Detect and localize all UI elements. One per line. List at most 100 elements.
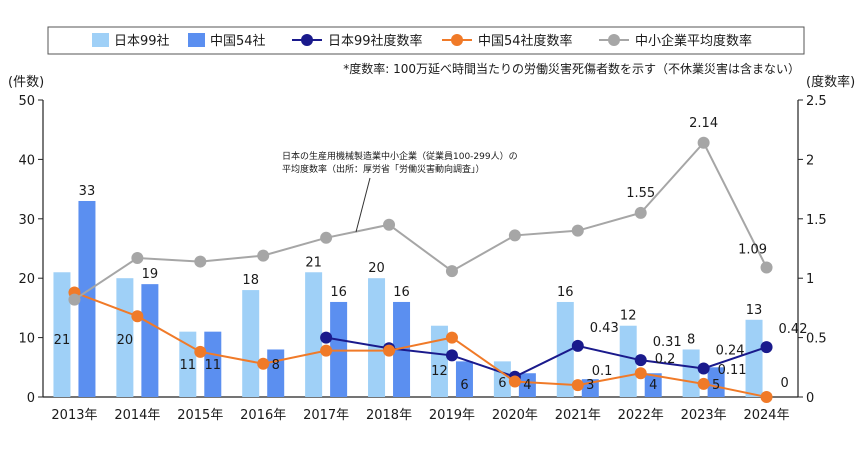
series-point <box>194 255 207 268</box>
annotation-leader <box>355 177 371 233</box>
left-tick-label: 50 <box>18 94 35 109</box>
bar-data-label: 5 <box>712 378 720 393</box>
legend-swatch-marker <box>301 34 313 46</box>
bar-data-label: 16 <box>330 285 347 300</box>
series-point <box>131 310 144 323</box>
legend-label: 中国54社 <box>210 33 266 49</box>
legend-label: 中小企業平均度数率 <box>635 33 752 49</box>
bar <box>644 373 662 397</box>
bar <box>267 349 285 397</box>
x-tick-label: 2015年 <box>177 408 223 423</box>
note-text: *度数率: 100万延べ時間当たりの労働災害死傷者数を示す（不休業災害は含まない… <box>343 61 800 76</box>
series-point <box>508 375 521 388</box>
line-labels: 0.43 0.31 0.24 0.42 0.1 0.2 0.11 0 1.55 2.14 1.09 <box>590 116 808 391</box>
bar-data-label: 20 <box>117 333 134 348</box>
series-point <box>131 252 144 265</box>
right-tick-label: 0 <box>806 391 814 406</box>
bar <box>116 278 134 397</box>
x-tick-label: 2013年 <box>51 408 97 423</box>
bar-data-label: 8 <box>272 358 280 373</box>
bar <box>78 200 96 397</box>
line-data-label: 1.55 <box>626 186 655 201</box>
x-tick-label: 2018年 <box>366 408 412 423</box>
x-tick-label: 2022年 <box>618 408 664 423</box>
bar <box>619 325 637 397</box>
series-point <box>68 293 81 306</box>
right-tick-label: 0.5 <box>806 332 827 347</box>
bar <box>682 349 700 397</box>
legend: 日本99社 中国54社 日本99社度数率 中国54社度数率 中小企業平均度数率 <box>92 33 752 49</box>
bar-data-label: 19 <box>142 267 159 282</box>
x-tick-label: 2014年 <box>114 408 160 423</box>
bar <box>53 272 71 397</box>
right-ticks: 0 0.5 1 1.5 2 2.5 <box>798 94 827 406</box>
series-line <box>74 291 767 398</box>
bar-data-label: 13 <box>746 303 763 318</box>
series-point <box>508 229 521 242</box>
series-point <box>571 379 584 392</box>
series-point <box>445 349 458 362</box>
bar-data-label: 21 <box>305 255 322 270</box>
bar <box>204 331 222 397</box>
right-axis-label: (度数率) <box>806 74 855 90</box>
annotation-line-1: 日本の生産用機械製造業中小企業（従業員100-299人）の <box>282 150 518 162</box>
bar <box>305 272 323 397</box>
bar-data-label: 4 <box>523 378 531 393</box>
line-data-label: 0.43 <box>590 321 619 336</box>
series-point <box>257 357 270 370</box>
line-data-label: 1.09 <box>738 243 767 258</box>
x-tick-label: 2021年 <box>555 408 601 423</box>
legend-swatch <box>92 33 109 47</box>
bar <box>368 278 386 397</box>
bar-data-label: 12 <box>431 364 448 379</box>
left-tick-label: 0 <box>27 391 35 406</box>
right-tick-label: 1.5 <box>806 213 827 228</box>
bar-labels: 21 20 11 18 21 20 12 6 16 12 8 13 33 19 11 8 16 16 6 4 3 4 5 <box>54 184 763 393</box>
series-point <box>697 362 710 375</box>
bar-data-label: 11 <box>205 358 222 373</box>
bar-data-label: 20 <box>368 261 385 276</box>
x-tick-label: 2019年 <box>429 408 475 423</box>
series-point <box>194 345 207 358</box>
left-tick-label: 20 <box>18 272 35 287</box>
bar <box>518 373 536 397</box>
left-ticks: 0 10 20 30 40 50 <box>18 94 43 406</box>
series-point <box>697 136 710 149</box>
series-point <box>445 331 458 344</box>
left-tick-label: 10 <box>18 332 35 347</box>
x-tick-label: 2023年 <box>681 408 727 423</box>
series-point <box>571 224 584 237</box>
lines <box>68 136 773 403</box>
series-point <box>383 344 396 357</box>
series-point <box>760 261 773 274</box>
series-point <box>383 218 396 231</box>
series-point <box>760 391 773 403</box>
bar-data-label: 18 <box>242 273 259 288</box>
bar-data-label: 12 <box>620 309 637 324</box>
bar-data-label: 33 <box>79 184 96 199</box>
series-point <box>320 344 333 357</box>
bar <box>556 301 574 397</box>
right-tick-label: 1 <box>806 272 814 287</box>
bar-data-label: 4 <box>649 378 657 393</box>
bar-data-label: 21 <box>54 333 71 348</box>
bar <box>242 290 260 397</box>
bar <box>430 325 448 397</box>
bar-data-label: 11 <box>180 358 197 373</box>
series-point <box>634 367 647 380</box>
left-tick-label: 30 <box>18 213 35 228</box>
x-ticks: 2013年 2014年 2015年 2016年 2017年 2018年 2019年 2020年… <box>51 408 789 423</box>
bar <box>330 301 348 397</box>
x-tick-label: 2016年 <box>240 408 286 423</box>
line-data-label: 0.42 <box>779 322 808 337</box>
bar-data-label: 6 <box>498 376 506 391</box>
series-point <box>634 206 647 219</box>
line-data-label: 0.11 <box>718 363 747 378</box>
series-point <box>320 231 333 244</box>
legend-swatch-marker <box>451 34 463 46</box>
left-tick-label: 40 <box>18 153 35 168</box>
legend-label: 日本99社 <box>114 33 170 49</box>
legend-swatch-marker <box>608 34 620 46</box>
line-data-label: 2.14 <box>689 116 718 131</box>
